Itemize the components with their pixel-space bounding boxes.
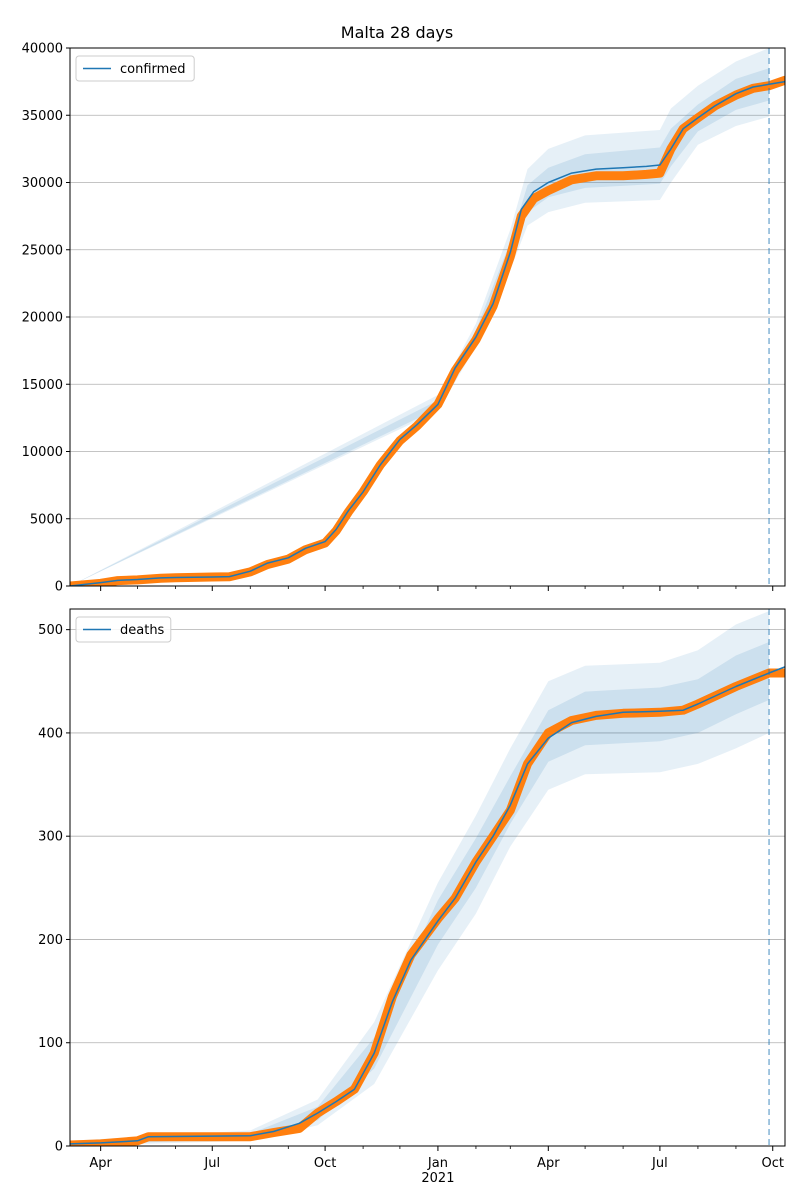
legend-deaths: deaths <box>75 616 172 643</box>
legend-box <box>75 55 195 82</box>
series-model-deaths <box>70 666 785 1145</box>
plot-area <box>70 611 785 1146</box>
x-tick-label: Jul <box>203 1156 220 1171</box>
y-tick-label: 10000 <box>22 445 63 460</box>
plot-area <box>70 48 785 586</box>
y-tick-label: 200 <box>38 933 63 948</box>
chart-title: Malta 28 days <box>341 23 453 42</box>
x-secondary-label: 2021 <box>421 1171 454 1186</box>
x-tick-label: Oct <box>761 1156 783 1171</box>
x-tick-label: Jan <box>427 1156 448 1171</box>
y-tick-label: 300 <box>38 830 63 845</box>
legend-confirmed: confirmed <box>75 55 195 82</box>
x-tick-label: Apr <box>537 1156 560 1171</box>
y-tick-label: 5000 <box>30 512 63 527</box>
legend-label: deaths <box>120 623 165 638</box>
subplot-confirmed: 0 5000 10000 15000 20000 25000 30000 35000 40000… <box>22 42 786 595</box>
x-tick-label: Oct <box>314 1156 336 1171</box>
x-tick-label: Apr <box>89 1156 112 1171</box>
y-tick-label: 100 <box>38 1036 63 1051</box>
y-tick-label: 400 <box>38 726 63 741</box>
y-tick-label: 20000 <box>22 311 63 326</box>
x-tick-label: Jul <box>651 1156 668 1171</box>
y-tick-label: 0 <box>55 1140 63 1155</box>
axes-frame <box>69 608 786 1147</box>
uncertainty-band-inner <box>70 642 770 1145</box>
subplots: 0500010000150002000025000300003500040000… <box>22 42 786 1186</box>
subplot-deaths: 0 100 200 300 400 500 Apr Jul Oct Jan Apr Jul Oct 202… <box>38 608 786 1186</box>
y-tick-label: 40000 <box>22 42 63 57</box>
y-tick-label: 25000 <box>22 243 63 258</box>
legend-label: confirmed <box>120 62 186 77</box>
y-tick-label: 15000 <box>22 378 63 393</box>
y-tick-label: 35000 <box>22 109 63 124</box>
uncertainty-band-outer <box>70 611 770 1146</box>
y-tick-label: 30000 <box>22 176 63 191</box>
y-tick-label: 0 <box>55 580 63 595</box>
uncertainty-band-outer <box>70 48 770 586</box>
legend-box <box>75 616 172 643</box>
y-tick-label: 500 <box>38 623 63 638</box>
series-model-confirmed <box>70 80 785 586</box>
